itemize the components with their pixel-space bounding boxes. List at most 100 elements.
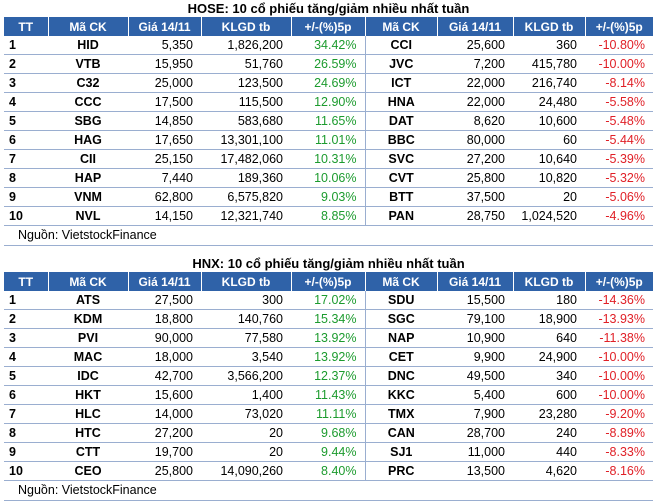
volume-up: 20 — [269, 445, 283, 459]
row-number: 5 — [9, 369, 16, 383]
price-up: 14,000 — [154, 407, 193, 421]
price-down: 15,500 — [466, 293, 505, 307]
stock-code-up: CCC — [74, 95, 102, 109]
volume-down: 20 — [563, 190, 577, 204]
table-row: 2 KDM 18,800 140,760 15.34% SGC 79,100 18,900 -1… — [4, 309, 653, 329]
change-up: 11.65% — [291, 111, 366, 131]
price-down: 22,000 — [466, 76, 505, 90]
volume-down: 10,820 — [538, 171, 577, 185]
stock-code-up: MAC — [73, 350, 103, 364]
price-down: 80,000 — [466, 133, 505, 147]
price-up: 17,500 — [154, 95, 193, 109]
change-up: 8.85% — [291, 206, 366, 226]
price-up: 17,650 — [154, 133, 193, 147]
price-down: 8,620 — [473, 114, 505, 128]
row-number: 4 — [9, 95, 16, 109]
price-up: 19,700 — [154, 445, 193, 459]
price-up: 25,800 — [154, 464, 193, 478]
stock-code-down: ICT — [391, 76, 412, 90]
stock-code-up: VNM — [74, 190, 102, 204]
table-header-row: TT Mã CK Giá 14/11 KLGD tb +/-(%)5p Mã C… — [4, 17, 653, 36]
price-down: 25,800 — [466, 171, 505, 185]
header-gia: Giá 14/11 — [128, 17, 202, 36]
price-down: 25,600 — [466, 38, 505, 52]
volume-up: 3,566,200 — [227, 369, 283, 383]
volume-down: 600 — [556, 388, 577, 402]
header-tt: TT — [4, 272, 49, 291]
stock-code-up: NVL — [75, 209, 101, 223]
price-up: 15,950 — [154, 57, 193, 71]
volume-up: 20 — [269, 426, 283, 440]
table-header-row: TT Mã CK Giá 14/11 KLGD tb +/-(%)5p Mã C… — [4, 272, 653, 291]
volume-down: 24,900 — [538, 350, 577, 364]
price-up: 25,000 — [154, 76, 193, 90]
change-down: -8.16% — [605, 464, 645, 478]
volume-up: 73,020 — [244, 407, 283, 421]
table-row: 9 VNM 62,800 6,575,820 9.03% BTT 37,500 20 -5.06… — [4, 187, 653, 207]
table-row: 10 NVL 14,150 12,321,740 8.85% PAN 28,750 1,024… — [4, 206, 653, 226]
volume-up: 13,301,100 — [220, 133, 283, 147]
price-up: 14,850 — [154, 114, 193, 128]
stock-code-up: ATS — [75, 293, 101, 307]
stock-code-down: TMX — [388, 407, 415, 421]
volume-up: 123,500 — [237, 76, 283, 90]
volume-down: 180 — [556, 293, 577, 307]
source-note: Nguồn: VietstockFinance — [4, 481, 653, 501]
table-row: 8 HTC 27,200 20 9.68% CAN 28,700 240 -8.89% — [4, 423, 653, 443]
row-number: 3 — [9, 331, 16, 345]
stock-code-down: SJ1 — [390, 445, 413, 459]
price-down: 27,200 — [466, 152, 505, 166]
change-up: 26.59% — [291, 54, 366, 74]
volume-up: 77,580 — [244, 331, 283, 345]
table-row: 4 CCC 17,500 115,500 12.90% HNA 22,000 24,480 -5… — [4, 92, 653, 112]
volume-down: 10,600 — [538, 114, 577, 128]
header-ma-ck: Mã CK — [365, 272, 438, 291]
price-up: 62,800 — [154, 190, 193, 204]
change-down: -4.96% — [605, 209, 645, 223]
change-down: -5.48% — [605, 114, 645, 128]
change-up: 9.44% — [291, 442, 366, 462]
stock-code-down: JVC — [389, 57, 414, 71]
table-row: 1 ATS 27,500 300 17.02% SDU 15,500 180 -14.36% — [4, 291, 653, 310]
price-up: 18,000 — [154, 350, 193, 364]
stock-code-down: HNA — [387, 95, 415, 109]
change-down: -5.58% — [605, 95, 645, 109]
table-row: 4 MAC 18,000 3,540 13.92% CET 9,900 24,900 -10.0… — [4, 347, 653, 367]
price-up: 7,440 — [161, 171, 193, 185]
stock-code-up: KDM — [73, 312, 103, 326]
price-down: 11,000 — [467, 445, 505, 459]
change-up: 17.02% — [291, 291, 366, 310]
stock-code-down: BBC — [387, 133, 415, 147]
stock-code-down: SGC — [387, 312, 415, 326]
stock-code-down: BTT — [389, 190, 414, 204]
hnx-title: HNX: 10 cổ phiếu tăng/giảm nhiều nhất tu… — [192, 256, 465, 271]
volume-down: 415,780 — [531, 57, 577, 71]
row-number: 8 — [9, 171, 16, 185]
change-down: -5.44% — [605, 133, 645, 147]
stock-code-up: CII — [80, 152, 96, 166]
table-row: 8 HAP 7,440 189,360 10.06% CVT 25,800 10,820 -5.… — [4, 168, 653, 188]
stock-code-up: C32 — [76, 76, 100, 90]
volume-down: 360 — [556, 38, 577, 52]
row-number: 1 — [9, 38, 16, 52]
volume-down: 640 — [556, 331, 577, 345]
price-down: 28,700 — [466, 426, 505, 440]
change-down: -5.06% — [605, 190, 645, 204]
change-down: -10.80% — [598, 38, 645, 52]
volume-down: 10,640 — [538, 152, 577, 166]
volume-up: 300 — [262, 293, 283, 307]
row-number: 4 — [9, 350, 16, 364]
table-row: 5 IDC 42,700 3,566,200 12.37% DNC 49,500 340 -10… — [4, 366, 653, 386]
header-gia: Giá 14/11 — [437, 272, 514, 291]
header-klgd: KLGD tb — [513, 272, 586, 291]
price-up: 42,700 — [154, 369, 193, 383]
change-up: 12.37% — [291, 366, 366, 386]
hose-table: TT Mã CK Giá 14/11 KLGD tb +/-(%)5p Mã C… — [4, 17, 653, 226]
volume-up: 17,482,060 — [220, 152, 283, 166]
table-row: 3 PVI 90,000 77,580 13.92% NAP 10,900 640 -11.38… — [4, 328, 653, 348]
table-row: 7 HLC 14,000 73,020 11.11% TMX 7,900 23,280 -9.2… — [4, 404, 653, 424]
volume-up: 6,575,820 — [227, 190, 283, 204]
price-down: 9,900 — [473, 350, 505, 364]
volume-down: 440 — [556, 445, 577, 459]
stock-code-down: CVT — [388, 171, 414, 185]
